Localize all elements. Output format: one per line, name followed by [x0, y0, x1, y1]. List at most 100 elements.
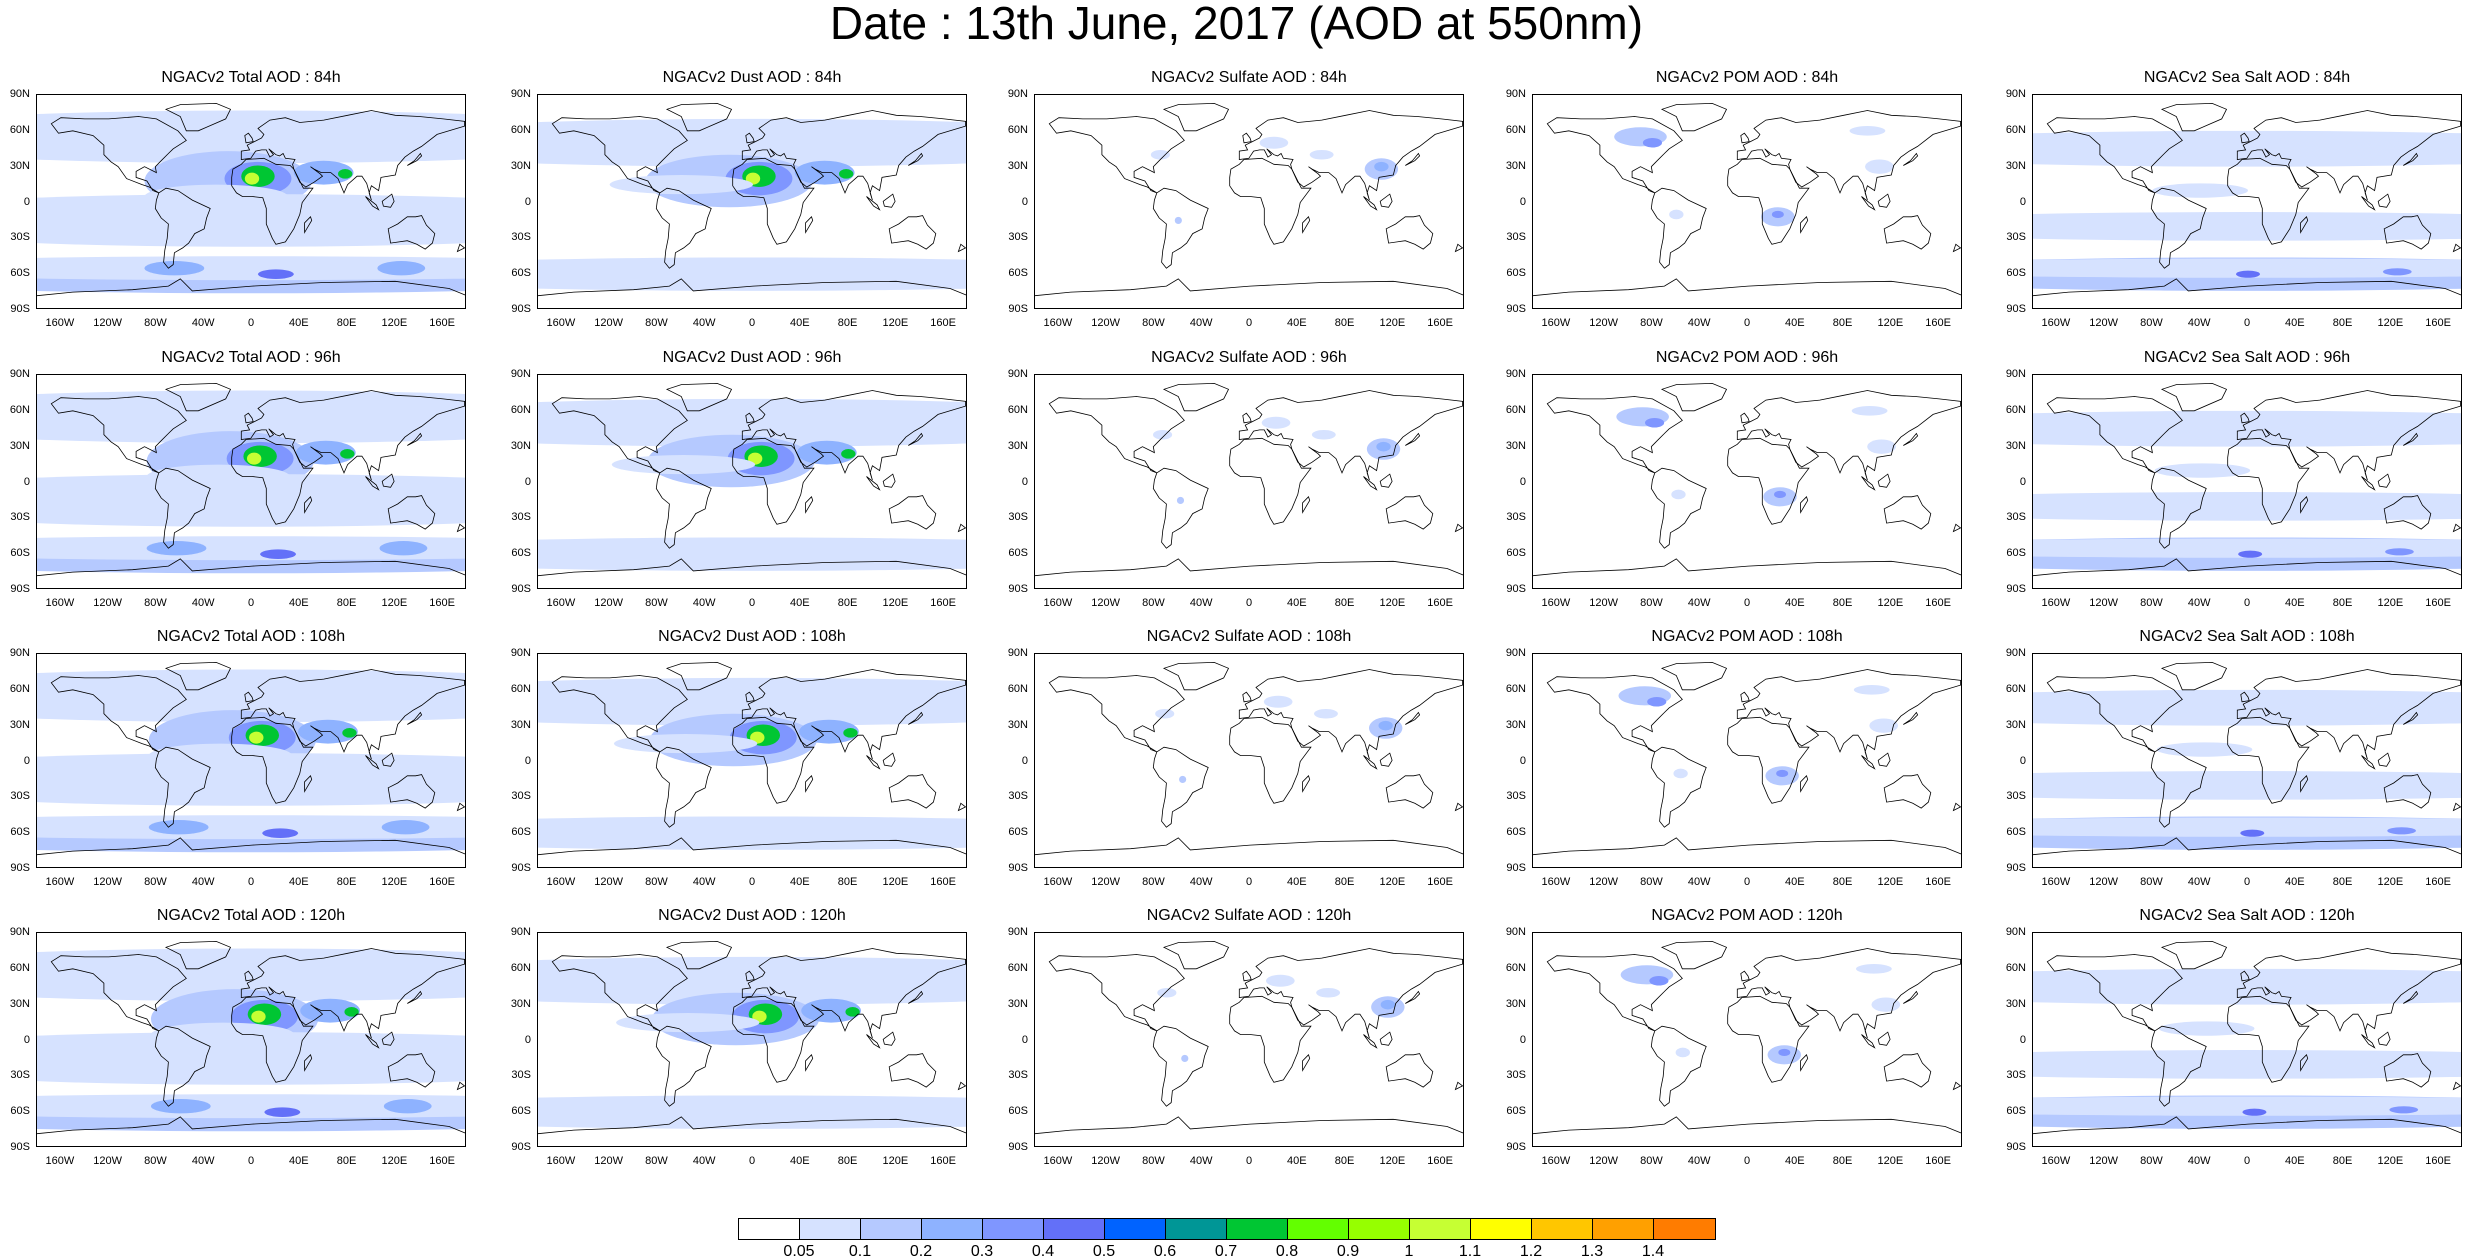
lon-tick-label: 0: [748, 597, 756, 609]
colorbar-tick-label: 0.3: [970, 1243, 994, 1260]
coastline-uk: [1242, 691, 1252, 703]
coastline-antarctica: [37, 558, 465, 577]
lon-tick-label: 40W: [692, 597, 716, 609]
map-plot-area: [537, 374, 967, 589]
lat-tick-label: 90N: [1007, 926, 1028, 938]
panel-title: NGACv2 Sea Salt AOD : 120h: [2139, 907, 2355, 924]
lat-tick-label: 0: [524, 195, 531, 208]
coastline-africa: [231, 437, 314, 525]
aod-hotspot: [148, 820, 209, 835]
lon-tick-label: 80W: [645, 317, 668, 329]
lon-tick-label: 120E: [2377, 1155, 2404, 1167]
aod-map: [1533, 382, 1961, 577]
coastline-japan: [1405, 990, 1421, 1004]
aod-hotspot: [752, 1010, 767, 1023]
lon-tick-label: 120W: [93, 317, 123, 329]
coastline-antarctica: [2033, 278, 2461, 297]
lon-tick-label: 80E: [1334, 597, 1355, 609]
coastline-greenland: [2160, 940, 2228, 970]
coastline-borneo: [2377, 473, 2391, 488]
coastline-uk: [1242, 970, 1252, 982]
panel-title: NGACv2 Sulfate AOD : 108h: [1146, 628, 1352, 645]
lon-tick-label: 40E: [288, 597, 309, 609]
aod-hotspot: [2238, 550, 2263, 558]
lat-tick-label: 60N: [1007, 682, 1028, 695]
lat-tick-label: 60S: [1008, 1105, 1028, 1118]
coastline-borneo: [1877, 473, 1891, 488]
coastline-uk: [244, 970, 254, 982]
coastline-madagascar: [1302, 216, 1311, 234]
aod-map: [1533, 661, 1961, 856]
lat-tick-label: 60N: [9, 123, 30, 136]
coastline-uk: [1242, 412, 1252, 424]
coastline-africa: [1229, 995, 1312, 1083]
lon-tick-label: 80E: [1832, 317, 1853, 329]
coastline-nz: [2452, 1081, 2461, 1091]
coastline-sumatra: [2361, 476, 2376, 491]
coastline-samerica: [154, 1025, 211, 1107]
coastline-australia: [2383, 495, 2432, 530]
coastline-uk: [1740, 970, 1750, 982]
coastline-samerica: [1152, 187, 1209, 269]
lat-tick-label: 0: [23, 195, 30, 208]
lon-tick-label: 120W: [1589, 1155, 1619, 1167]
map-plot-area: [1532, 94, 1962, 309]
lat-tick-label: 90S: [1506, 862, 1526, 874]
coastline-antarctica: [1533, 837, 1961, 856]
aod-hotspot: [1261, 416, 1291, 429]
colorbar-swatch: [1471, 1219, 1532, 1239]
coastline-africa: [231, 157, 314, 245]
coastline-sumatra: [866, 755, 881, 770]
aod-hotspot: [1776, 769, 1789, 778]
coastline-eurasia: [2236, 948, 2461, 1039]
lon-tick-label: 80E: [1832, 876, 1853, 888]
panel-title: NGACv2 Dust AOD : 96h: [662, 349, 842, 366]
panel-title: NGACv2 POM AOD : 96h: [1655, 349, 1839, 366]
colorbar-tick-label: 0.6: [1153, 1243, 1177, 1260]
coastline-eurasia: [1736, 948, 1961, 1039]
lon-tick-label: 40W: [2187, 876, 2211, 888]
lon-tick-label: 160W: [1541, 1155, 1571, 1167]
coastline-samerica: [655, 1025, 712, 1107]
lon-tick-label: 120E: [1877, 1155, 1904, 1167]
aod-hotspot: [246, 452, 262, 465]
coastline-madagascar: [1302, 496, 1311, 514]
lat-tick-label: 90S: [2006, 1141, 2026, 1153]
aod-hotspot: [2033, 689, 2461, 726]
lat-tick-label: 30N: [9, 997, 30, 1010]
lon-tick-label: 0: [2243, 597, 2251, 609]
lon-tick-label: 40E: [1286, 1155, 1307, 1167]
coastline-australia: [888, 215, 937, 250]
lon-tick-label: 120E: [1877, 876, 1904, 888]
lon-tick-label: 40W: [692, 876, 716, 888]
coastline-madagascar: [2300, 496, 2309, 514]
coastline-sumatra: [1861, 1034, 1876, 1049]
coastline-samerica: [2150, 1025, 2207, 1107]
map-panel-sulfate-96h: NGACv2 Sulfate AOD : 96h 90N 60N 30N 0 30S 60S…: [1008, 350, 1464, 615]
aod-hotspot: [2156, 742, 2253, 757]
coastline-australia: [1385, 495, 1434, 530]
aod-hotspot: [843, 728, 858, 738]
coastline-nz: [1952, 802, 1961, 812]
aod-map: [2033, 102, 2461, 297]
aod-hotspot: [244, 172, 260, 185]
aod-hotspot: [146, 464, 290, 489]
lon-tick-label: 120E: [882, 317, 909, 329]
lat-tick-label: 90N: [510, 88, 531, 100]
map-panel-seasalt-120h: NGACv2 Sea Salt AOD : 120h 90N 60N 30N 0 30S 6…: [2006, 907, 2462, 1173]
lon-tick-label: 80W: [2140, 317, 2163, 329]
lon-tick-label: 0: [1245, 876, 1253, 888]
coastline-greenland: [1162, 661, 1230, 691]
coastline-eurasia: [2236, 390, 2461, 481]
coastline-africa: [732, 716, 815, 804]
lon-tick-label: 40E: [2284, 597, 2305, 609]
aod-hotspot: [839, 169, 854, 179]
colorbar-swatch: [1227, 1219, 1288, 1239]
lon-tick-label: 120W: [2089, 876, 2119, 888]
aod-hotspot: [1642, 138, 1662, 148]
coastline-borneo: [882, 752, 896, 767]
lat-tick-label: 30S: [511, 1069, 531, 1082]
lat-tick-label: 30N: [9, 159, 30, 172]
lon-tick-label: 160W: [45, 876, 75, 888]
lat-tick-label: 30S: [1008, 790, 1028, 803]
